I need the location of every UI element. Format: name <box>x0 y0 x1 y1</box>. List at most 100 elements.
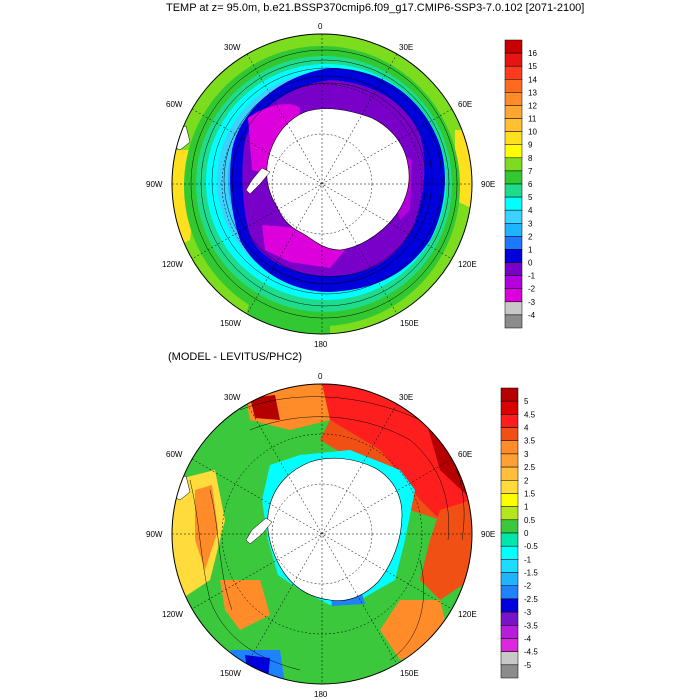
top-colorbar-label: 4 <box>528 206 533 215</box>
bottom-colorbar-swatch <box>500 532 519 547</box>
bottom-colorbar-swatch <box>500 572 519 586</box>
top-colorbar-swatch <box>504 65 523 80</box>
top-colorbar-swatch <box>504 209 523 224</box>
bottom-lon-label-120w: 120W <box>162 610 183 619</box>
bottom-colorbar-label: -4.5 <box>524 648 538 657</box>
bottom-colorbar-label: -0.5 <box>524 542 538 551</box>
top-lon-label-150w: 150W <box>220 319 241 328</box>
top-lon-label-60e: 60E <box>458 100 472 109</box>
top-colorbar-swatch <box>504 275 523 289</box>
top-colorbar-label: -2 <box>528 285 536 294</box>
bottom-map-title: (MODEL - LEVITUS/PHC2) <box>168 351 303 363</box>
top-antarctic-peninsula <box>245 167 271 195</box>
bottom-colorbar-label: -3.5 <box>524 621 538 630</box>
bottom-antarctic-peninsula <box>245 517 273 545</box>
top-colorbar-swatch <box>504 144 523 159</box>
bottom-field-orange-e <box>420 500 472 600</box>
top-lon-label-30w: 30W <box>224 43 241 52</box>
top-antarctica <box>266 108 410 251</box>
bottom-colorbar-swatch <box>500 559 519 573</box>
top-colorbar-label: 11 <box>528 115 537 124</box>
bottom-lon-label-90e: 90E <box>481 530 495 539</box>
bottom-colorbar-swatch <box>500 493 519 507</box>
bottom-polar-map: 0 30E 60E 90E 120E 150E 180 150W 120W 90… <box>146 372 495 699</box>
bottom-colorbar-swatch <box>500 414 519 428</box>
bottom-colorbar-swatch <box>500 480 519 494</box>
top-lon-label-180: 180 <box>314 340 328 349</box>
bottom-colorbar-swatch <box>500 400 519 415</box>
bottom-colorbar-label: -1.5 <box>524 569 538 578</box>
bottom-colorbar-swatch <box>500 387 519 402</box>
top-colorbar-label: 2 <box>528 232 533 241</box>
bottom-colorbar-label: 2 <box>524 476 529 485</box>
top-colorbar-label: 7 <box>528 167 533 176</box>
bottom-antarctica <box>267 457 403 601</box>
top-colorbar-swatch <box>504 262 523 276</box>
top-colorbar-label: 15 <box>528 62 537 71</box>
top-lon-label-30e: 30E <box>399 43 413 52</box>
top-colorbar-swatch <box>504 249 523 263</box>
top-colorbar-swatch <box>504 196 523 211</box>
bottom-colorbar-label: 0.5 <box>524 516 536 525</box>
top-colorbar-swatch <box>504 131 523 145</box>
top-lon-label-150e: 150E <box>400 319 419 328</box>
bottom-lon-label-30w: 30W <box>224 393 241 402</box>
bottom-colorbar-label: 2.5 <box>524 463 536 472</box>
bottom-colorbar-label: 4 <box>524 424 529 433</box>
top-colorbar-swatch <box>504 183 523 198</box>
bottom-colorbar-swatch <box>500 453 519 468</box>
bottom-colorbar-swatch <box>500 466 519 481</box>
top-colorbar-swatch <box>504 39 523 54</box>
bottom-colorbar-swatch <box>500 598 519 613</box>
bottom-field-orange-w <box>195 485 218 570</box>
top-colorbar-swatch <box>504 236 523 250</box>
bottom-lon-label-0: 0 <box>318 372 323 381</box>
top-colorbar-label: 9 <box>528 141 533 150</box>
top-colorbar-label: 5 <box>528 193 533 202</box>
top-polar-map: 0 30E 60E 90E 120E 150E 180 150W 120W 90… <box>146 22 495 349</box>
bottom-colorbar-swatch <box>500 611 519 626</box>
top-colorbar-label: 0 <box>528 259 533 268</box>
top-colorbar-label: 1 <box>528 245 533 254</box>
bottom-colorbar-swatch <box>500 506 519 521</box>
bottom-lon-label-60w: 60W <box>166 450 183 459</box>
top-lon-label-120e: 120E <box>458 260 477 269</box>
bottom-colorbar-label: -2.5 <box>524 595 538 604</box>
bottom-colorbar: 5 4.5 4 3.5 3 2.5 2 1.5 1 0.5 0 -0.5 -1 -1.5 -2 -2.5 -3 -… <box>500 387 538 679</box>
bottom-colorbar-swatch <box>500 638 519 652</box>
top-colorbar-label: -3 <box>528 298 536 307</box>
top-colorbar-swatch <box>504 105 523 119</box>
top-colorbar-label: 16 <box>528 49 537 58</box>
top-colorbar-label: 12 <box>528 101 537 110</box>
bottom-lon-label-30e: 30E <box>399 393 413 402</box>
bottom-graticule <box>172 384 472 684</box>
bottom-colorbar-label: 4.5 <box>524 410 536 419</box>
top-lon-label-120w: 120W <box>162 260 183 269</box>
top-colorbar-swatch <box>504 118 523 132</box>
bottom-map-border <box>171 383 473 685</box>
bottom-lon-label-60e: 60E <box>458 450 472 459</box>
top-map-title: TEMP at z= 95.0m, b.e21.BSSP370cmip6.f09… <box>166 2 585 14</box>
bottom-colorbar-swatch <box>500 427 519 441</box>
bottom-colorbar-swatch <box>500 625 519 639</box>
top-map-border <box>171 33 473 335</box>
bottom-colorbar-swatch <box>500 519 519 534</box>
top-colorbar-swatch <box>504 79 523 93</box>
top-colorbar-swatch <box>504 288 523 303</box>
top-colorbar-label: 10 <box>528 128 537 137</box>
bottom-field-orange-sw <box>220 580 270 630</box>
top-colorbar-swatch <box>504 301 523 316</box>
top-colorbar-swatch <box>504 52 523 67</box>
bottom-colorbar-swatch <box>500 440 519 455</box>
top-lon-label-60w: 60W <box>166 100 183 109</box>
bottom-lon-label-180: 180 <box>314 690 328 699</box>
bottom-colorbar-swatch <box>500 545 519 560</box>
top-contours <box>190 49 458 319</box>
top-colorbar-label: 13 <box>528 88 537 97</box>
bottom-lon-label-150e: 150E <box>400 669 419 678</box>
bottom-colorbar-label: 0 <box>524 529 529 538</box>
top-colorbar-swatch <box>504 223 523 237</box>
top-colorbar-swatch <box>504 170 523 185</box>
